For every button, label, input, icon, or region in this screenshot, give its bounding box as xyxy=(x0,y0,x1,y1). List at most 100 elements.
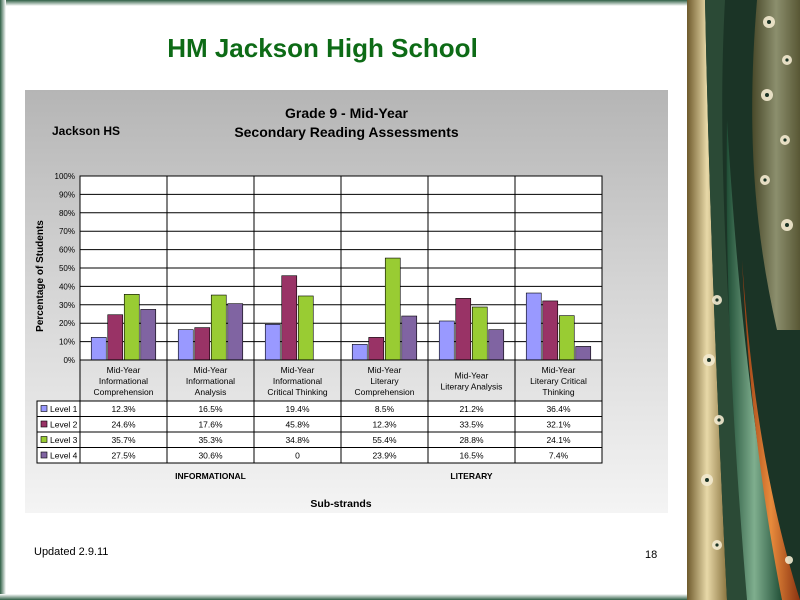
legend-swatch xyxy=(40,420,48,428)
category-label: Analysis xyxy=(195,387,227,397)
data-table-value: 19.4% xyxy=(285,404,310,414)
data-table-value: 23.9% xyxy=(372,451,397,461)
slide-frame-left xyxy=(0,0,6,600)
school-label: Jackson HS xyxy=(52,124,121,138)
data-table-value: 16.5% xyxy=(198,404,223,414)
bar-level-4 xyxy=(575,346,592,361)
bar-level-3 xyxy=(297,295,314,361)
data-table-value: 36.4% xyxy=(546,404,571,414)
category-label: Thinking xyxy=(542,387,574,397)
bar-level-2 xyxy=(281,275,298,361)
bar-level-2 xyxy=(455,298,472,361)
category-label: Informational xyxy=(273,376,322,386)
category-label: Informational xyxy=(99,376,148,386)
bar-level-2 xyxy=(107,314,124,361)
chart-panel: 0% 10% 20% 30% 40% 50% 60% 70% 80% 90% 100% Percent… xyxy=(25,90,668,513)
data-table-value: 24.1% xyxy=(546,435,571,445)
bar-level-3 xyxy=(558,315,575,361)
y-axis-title: Percentage of Students xyxy=(35,220,46,332)
slide: HM Jackson High School 0% 10% 20% 30% 40% 50%… xyxy=(0,0,687,600)
bar-level-1 xyxy=(90,337,107,361)
y-tick-label: 100% xyxy=(55,172,75,181)
bar-level-4 xyxy=(401,315,418,361)
data-table-value: 12.3% xyxy=(372,420,397,430)
category-label: Literary xyxy=(370,376,399,386)
data-table-value: 45.8% xyxy=(285,420,310,430)
bar-level-3 xyxy=(123,294,140,361)
chart-title-line2: Secondary Reading Assessments xyxy=(234,124,459,140)
bar-level-2 xyxy=(368,337,385,361)
category-label: Mid-Year xyxy=(455,371,489,381)
bar-level-2 xyxy=(194,327,211,361)
data-table-value: 32.1% xyxy=(546,420,571,430)
slide-frame-bottom xyxy=(0,594,687,600)
category-label: Mid-Year xyxy=(194,365,228,375)
data-table-value: 35.7% xyxy=(111,435,136,445)
bar-level-3 xyxy=(210,294,227,361)
slide-title: HM Jackson High School xyxy=(167,33,478,63)
data-table-value: 12.3% xyxy=(111,404,136,414)
y-tick-label: 80% xyxy=(59,209,75,218)
category-label: Literary Analysis xyxy=(441,382,503,392)
group-label-literary: LITERARY xyxy=(450,471,493,481)
legend-swatch xyxy=(40,405,48,412)
data-table-value: 33.5% xyxy=(459,420,484,430)
bar-level-1 xyxy=(177,329,194,361)
legend-label: Level 1 xyxy=(50,404,78,414)
data-table-value: 16.5% xyxy=(459,451,484,461)
bar-level-1 xyxy=(438,320,455,361)
legend-label: Level 4 xyxy=(50,451,78,461)
category-label: Critical Thinking xyxy=(267,387,328,397)
legend-swatch xyxy=(40,451,48,459)
category-label: Literary Critical xyxy=(530,376,587,386)
y-tick-label: 10% xyxy=(59,338,75,347)
data-table-value: 28.8% xyxy=(459,435,484,445)
data-table-value: 0 xyxy=(295,451,300,461)
bar-level-4 xyxy=(488,329,505,361)
bar-level-1 xyxy=(525,292,542,361)
data-table-value: 24.6% xyxy=(111,420,136,430)
y-tick-label: 30% xyxy=(59,301,75,310)
decorative-side-panel xyxy=(687,0,800,600)
decorative-pattern-art xyxy=(687,0,800,600)
data-table-value: 17.6% xyxy=(198,420,223,430)
bar-level-1 xyxy=(351,344,368,361)
y-tick-label: 90% xyxy=(59,190,75,199)
slide-frame-top xyxy=(0,0,687,6)
bar-level-1 xyxy=(264,324,281,361)
y-tick-label: 50% xyxy=(59,264,75,273)
y-tick-label: 60% xyxy=(59,246,75,255)
legend-label: Level 2 xyxy=(50,420,78,430)
category-label: Mid-Year xyxy=(281,365,315,375)
bar-level-4 xyxy=(140,309,157,361)
chart-title-line1: Grade 9 - Mid-Year xyxy=(285,105,408,121)
y-tick-label: 20% xyxy=(59,319,75,328)
legend-swatch xyxy=(40,436,48,443)
data-table-value: 30.6% xyxy=(198,451,223,461)
chart-svg: 0% 10% 20% 30% 40% 50% 60% 70% 80% 90% 100% Percent… xyxy=(35,172,603,510)
data-table-value: 7.4% xyxy=(549,451,569,461)
category-label: Comprehension xyxy=(93,387,153,397)
legend-label: Level 3 xyxy=(50,435,78,445)
category-label: Informational xyxy=(186,376,235,386)
category-label: Mid-Year xyxy=(368,365,402,375)
chart-title: Grade 9 - Mid-Year Secondary Reading Ass… xyxy=(25,104,668,142)
footer-updated: Updated 2.9.11 xyxy=(34,546,109,558)
data-table-value: 27.5% xyxy=(111,451,136,461)
bar-level-4 xyxy=(227,303,244,361)
category-label: Comprehension xyxy=(354,387,414,397)
data-table-value: 21.2% xyxy=(459,404,484,414)
page-number: 18 xyxy=(645,549,658,561)
y-tick-label: 70% xyxy=(59,227,75,236)
category-label: Mid-Year xyxy=(542,365,576,375)
category-label: Mid-Year xyxy=(107,365,141,375)
bar-level-3 xyxy=(471,306,488,361)
data-table-value: 8.5% xyxy=(375,404,395,414)
data-table-value: 35.3% xyxy=(198,435,223,445)
data-table-value: 55.4% xyxy=(372,435,397,445)
y-tick-label: 0% xyxy=(63,356,75,365)
x-axis-title: Sub-strands xyxy=(310,498,371,510)
data-table-value: 34.8% xyxy=(285,435,310,445)
bar-level-3 xyxy=(384,257,401,361)
group-label-informational: INFORMATIONAL xyxy=(175,471,246,481)
